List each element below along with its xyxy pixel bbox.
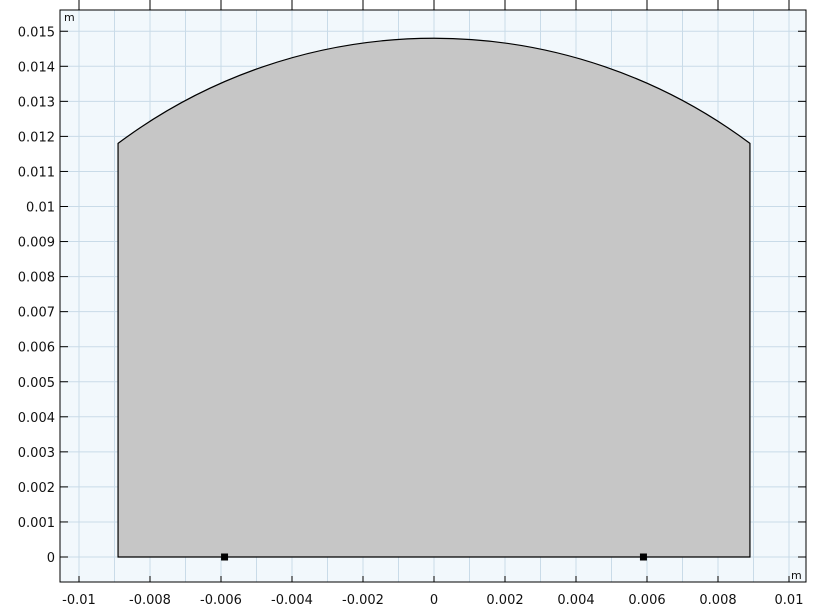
x-tick-label: 0.006 [628, 593, 665, 608]
geometry-point[interactable] [639, 553, 647, 561]
y-tick-label: 0.015 [18, 25, 55, 40]
y-tick-label: 0.014 [18, 60, 55, 75]
x-tick-label: -0.01 [62, 593, 96, 608]
x-tick-label: -0.002 [342, 593, 384, 608]
geometry-domain[interactable] [117, 37, 751, 558]
x-tick-label: -0.004 [271, 593, 313, 608]
plot-frame [59, 9, 807, 583]
x-tick-label: 0.002 [486, 593, 523, 608]
x-tick-label: -0.006 [200, 593, 242, 608]
y-tick-label: 0 [47, 551, 55, 566]
geometry-point[interactable] [221, 553, 229, 561]
geometry-points[interactable] [221, 553, 647, 561]
y-axis: 0 0.001 0.002 0.003 0.004 0.005 0.006 0.007 0.00… [18, 25, 806, 566]
y-unit-label: m [64, 11, 75, 24]
y-tick-label: 0.009 [18, 236, 55, 251]
y-tick-label: 0.001 [18, 516, 55, 531]
x-tick-label: 0 [430, 593, 438, 608]
x-tick-label: 0.004 [557, 593, 594, 608]
x-axis: -0.01 -0.008 -0.006 -0.004 -0.002 0 0.002 0.004… [62, 0, 803, 608]
y-tick-label: 0.01 [26, 201, 55, 216]
x-tick-label: 0.01 [775, 593, 804, 608]
y-tick-label: 0.003 [18, 446, 55, 461]
y-tick-label: 0.012 [18, 130, 55, 145]
y-tick-label: 0.013 [18, 95, 55, 110]
x-unit-label: m [791, 569, 802, 582]
y-tick-label: 0.006 [18, 341, 55, 356]
y-tick-label: 0.008 [18, 271, 55, 286]
x-tick-label: 0.008 [699, 593, 736, 608]
y-tick-label: 0.011 [18, 165, 55, 180]
y-tick-label: 0.005 [18, 376, 55, 391]
y-tick-label: 0.007 [18, 306, 55, 321]
axes-frame [59, 9, 807, 583]
y-tick-label: 0.002 [18, 481, 55, 496]
y-tick-label: 0.004 [18, 411, 55, 426]
x-tick-label: -0.008 [129, 593, 171, 608]
